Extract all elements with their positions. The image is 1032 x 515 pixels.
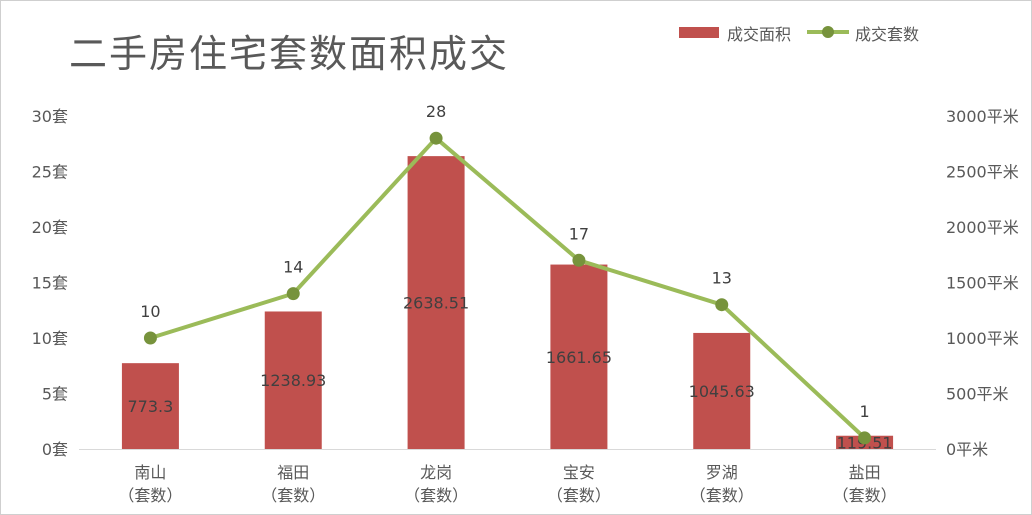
- x-category-label: 龙岗: [420, 463, 452, 482]
- y-right-tick-label: 1500平米: [946, 274, 1019, 293]
- y-left-tick-label: 30套: [32, 107, 68, 126]
- legend-label-area: 成交面积: [727, 25, 792, 44]
- bar-value-label: 773.3: [128, 397, 174, 416]
- y-left-tick-label: 5套: [42, 385, 68, 404]
- y-right-tick-label: 3000平米: [946, 107, 1019, 126]
- line-point-5: [858, 431, 872, 445]
- line-value-label: 28: [426, 102, 446, 121]
- line-point-4: [715, 298, 729, 312]
- bar-area-2: [407, 156, 465, 449]
- line-value-label: 13: [712, 269, 732, 288]
- y-right-tick-label: 2500平米: [946, 163, 1019, 182]
- line-value-label: 1: [859, 402, 869, 421]
- line-value-label: 10: [140, 302, 160, 321]
- x-category-label: 南山: [134, 463, 166, 482]
- y-right-tick-label: 500平米: [946, 385, 1009, 404]
- line-value-label: 14: [283, 258, 303, 277]
- x-category-sublabel: （套数）: [833, 486, 897, 505]
- legend-label-count: 成交套数: [855, 25, 920, 44]
- x-category-label: 福田: [277, 463, 309, 482]
- bar-area-1: [264, 311, 322, 449]
- bar-area-4: [693, 332, 751, 449]
- y-right-tick-label: 2000平米: [946, 218, 1019, 237]
- x-category-sublabel: （套数）: [261, 486, 325, 505]
- x-category-sublabel: （套数）: [118, 486, 182, 505]
- bar-area-3: [550, 264, 608, 449]
- y-right-tick-label: 0平米: [946, 440, 988, 459]
- line-point-3: [572, 253, 586, 267]
- legend-swatch-line: [807, 26, 849, 38]
- line-point-0: [143, 331, 157, 345]
- x-category-sublabel: （套数）: [690, 486, 754, 505]
- y-right-tick-label: 1000平米: [946, 329, 1019, 348]
- line-point-1: [286, 287, 300, 301]
- bar-value-label: 2638.51: [403, 294, 469, 313]
- x-category-label: 罗湖: [706, 463, 738, 482]
- line-value-label: 17: [569, 224, 589, 243]
- y-left-tick-label: 10套: [32, 329, 68, 348]
- legend-swatch-bar: [679, 27, 719, 38]
- bar-value-label: 1238.93: [260, 371, 326, 390]
- y-left-tick-label: 0套: [42, 440, 68, 459]
- chart-title: 二手房住宅套数面积成交: [69, 32, 510, 76]
- y-left-tick-label: 20套: [32, 218, 68, 237]
- bar-area-0: [121, 363, 179, 449]
- y-left-tick-label: 15套: [32, 274, 68, 293]
- x-category-label: 盐田: [849, 463, 881, 482]
- line-count-series: [149, 136, 866, 440]
- bar-value-label: 1661.65: [546, 348, 612, 367]
- bar-value-label: 1045.63: [689, 382, 755, 401]
- x-category-sublabel: （套数）: [404, 486, 468, 505]
- line-point-2: [429, 131, 443, 145]
- y-left-tick-label: 25套: [32, 163, 68, 182]
- x-category-label: 宝安: [563, 463, 595, 482]
- x-category-sublabel: （套数）: [547, 486, 611, 505]
